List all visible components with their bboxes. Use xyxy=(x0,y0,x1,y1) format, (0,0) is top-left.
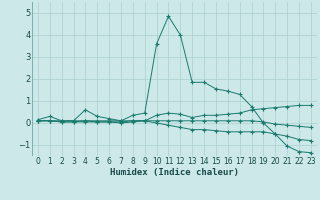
X-axis label: Humidex (Indice chaleur): Humidex (Indice chaleur) xyxy=(110,168,239,177)
